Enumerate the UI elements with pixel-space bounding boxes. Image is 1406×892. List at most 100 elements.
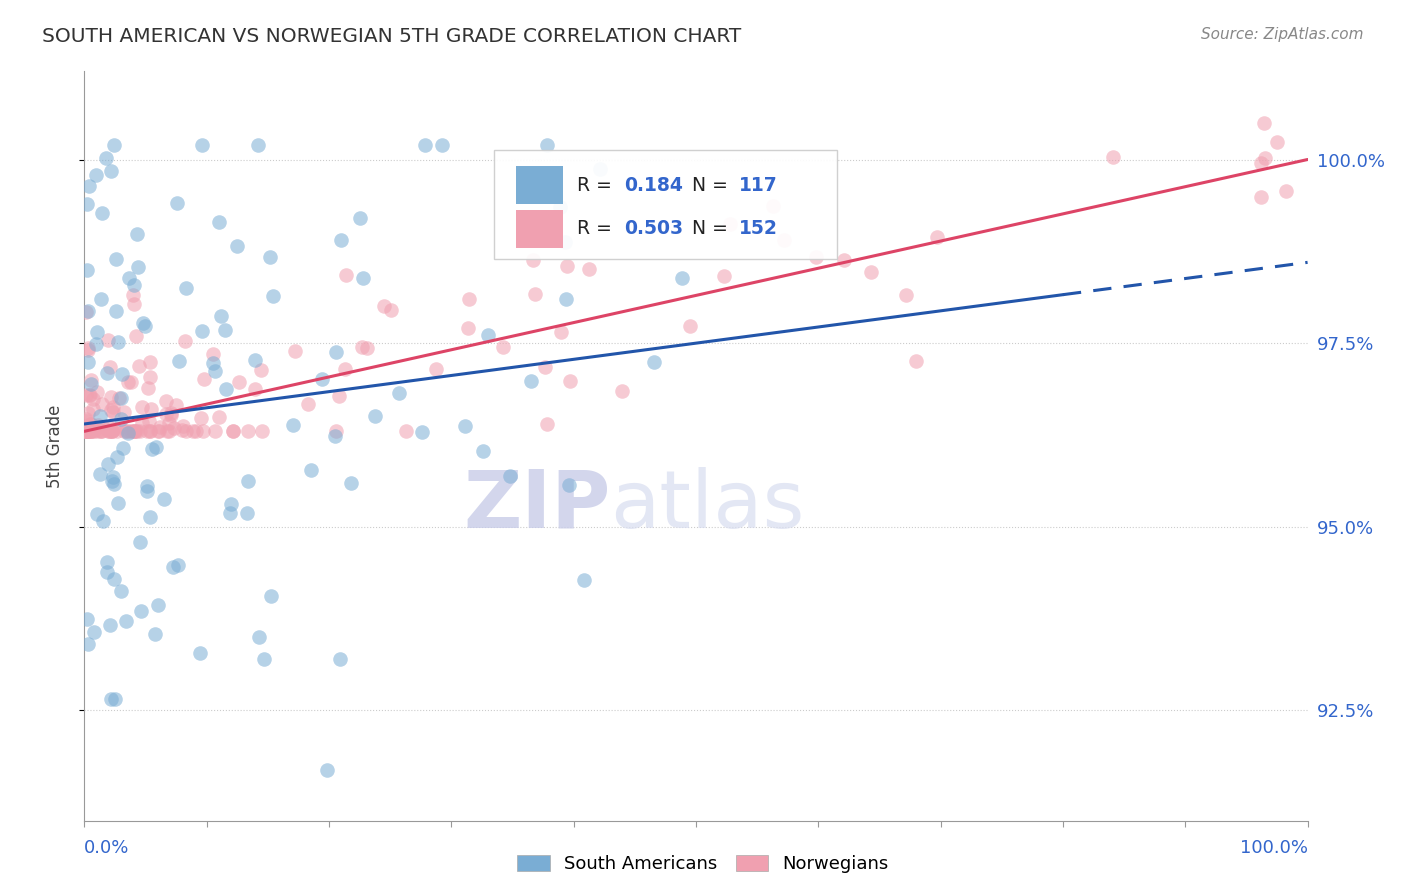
Point bbox=[129, 604, 152, 618]
Point bbox=[228, 375, 250, 389]
Point bbox=[394, 424, 416, 438]
Point bbox=[77, 425, 100, 439]
Text: 100.0%: 100.0% bbox=[1240, 839, 1308, 857]
Point bbox=[122, 297, 145, 311]
Point bbox=[86, 425, 108, 439]
Point bbox=[328, 388, 350, 402]
Point bbox=[522, 252, 544, 267]
Point bbox=[105, 252, 128, 267]
Point bbox=[77, 341, 100, 355]
Point bbox=[110, 391, 132, 405]
Point bbox=[84, 168, 107, 182]
Point bbox=[97, 425, 120, 439]
Point bbox=[80, 417, 103, 431]
Point bbox=[352, 340, 374, 354]
Point bbox=[75, 425, 97, 439]
Point bbox=[191, 324, 214, 338]
Point bbox=[110, 411, 132, 425]
Point bbox=[713, 269, 735, 284]
Point bbox=[112, 441, 135, 455]
Point bbox=[108, 391, 131, 405]
Point bbox=[75, 425, 97, 439]
Text: SOUTH AMERICAN VS NORWEGIAN 5TH GRADE CORRELATION CHART: SOUTH AMERICAN VS NORWEGIAN 5TH GRADE CO… bbox=[42, 27, 741, 45]
Point bbox=[128, 359, 150, 373]
Point bbox=[555, 292, 578, 306]
Point bbox=[471, 444, 494, 458]
Point bbox=[105, 450, 128, 465]
Point bbox=[139, 425, 162, 439]
Point bbox=[558, 374, 581, 388]
Point bbox=[153, 492, 176, 507]
Point bbox=[325, 425, 347, 439]
Point bbox=[121, 425, 143, 439]
Point bbox=[349, 211, 371, 226]
Point bbox=[1275, 184, 1298, 198]
Point bbox=[1250, 189, 1272, 203]
Point bbox=[219, 497, 242, 511]
Point bbox=[259, 250, 281, 264]
Point bbox=[578, 261, 600, 276]
Point bbox=[181, 425, 204, 439]
Point bbox=[548, 200, 571, 214]
Point bbox=[202, 356, 225, 370]
Point bbox=[340, 476, 363, 491]
Point bbox=[225, 238, 247, 252]
Point bbox=[558, 477, 581, 491]
Point bbox=[364, 409, 387, 423]
Point bbox=[100, 391, 122, 405]
Point bbox=[100, 163, 122, 178]
Point bbox=[79, 373, 101, 387]
Point bbox=[84, 336, 107, 351]
Point bbox=[114, 405, 136, 419]
Point bbox=[905, 353, 928, 368]
Point bbox=[83, 624, 105, 639]
Text: N =: N = bbox=[681, 219, 734, 238]
Point bbox=[117, 375, 139, 389]
Point bbox=[75, 425, 97, 439]
Point bbox=[335, 268, 357, 283]
Point bbox=[127, 260, 149, 275]
Point bbox=[86, 507, 108, 521]
Y-axis label: 5th Grade: 5th Grade bbox=[45, 404, 63, 488]
Point bbox=[221, 425, 243, 439]
Point bbox=[87, 417, 110, 432]
Point bbox=[89, 467, 111, 481]
Point bbox=[135, 479, 157, 493]
Point bbox=[131, 401, 153, 415]
Point bbox=[172, 419, 194, 434]
Point bbox=[186, 425, 208, 439]
Point bbox=[127, 425, 149, 439]
Point bbox=[82, 401, 104, 416]
Point bbox=[425, 362, 447, 376]
Point bbox=[411, 425, 433, 439]
Point bbox=[136, 425, 159, 439]
Point bbox=[77, 355, 100, 369]
Point bbox=[77, 406, 100, 420]
Point bbox=[204, 364, 226, 378]
Point bbox=[534, 360, 557, 375]
Point bbox=[100, 425, 122, 439]
Point bbox=[356, 342, 378, 356]
Point bbox=[114, 425, 136, 439]
Point bbox=[221, 425, 243, 439]
Point bbox=[96, 366, 118, 380]
Point bbox=[536, 417, 558, 432]
Point bbox=[94, 151, 117, 165]
Point bbox=[101, 469, 124, 483]
Text: 152: 152 bbox=[738, 219, 778, 238]
Point bbox=[679, 318, 702, 333]
Point bbox=[166, 558, 188, 572]
Point bbox=[111, 368, 134, 382]
Point bbox=[117, 426, 139, 441]
Point bbox=[89, 425, 111, 439]
Point bbox=[297, 397, 319, 411]
Point bbox=[215, 382, 238, 396]
Point bbox=[209, 310, 232, 324]
Point bbox=[492, 339, 515, 353]
Text: Source: ZipAtlas.com: Source: ZipAtlas.com bbox=[1201, 27, 1364, 42]
Point bbox=[77, 425, 100, 439]
Point bbox=[90, 425, 112, 439]
Point bbox=[236, 425, 259, 439]
Point bbox=[612, 384, 634, 398]
Point bbox=[536, 137, 558, 152]
